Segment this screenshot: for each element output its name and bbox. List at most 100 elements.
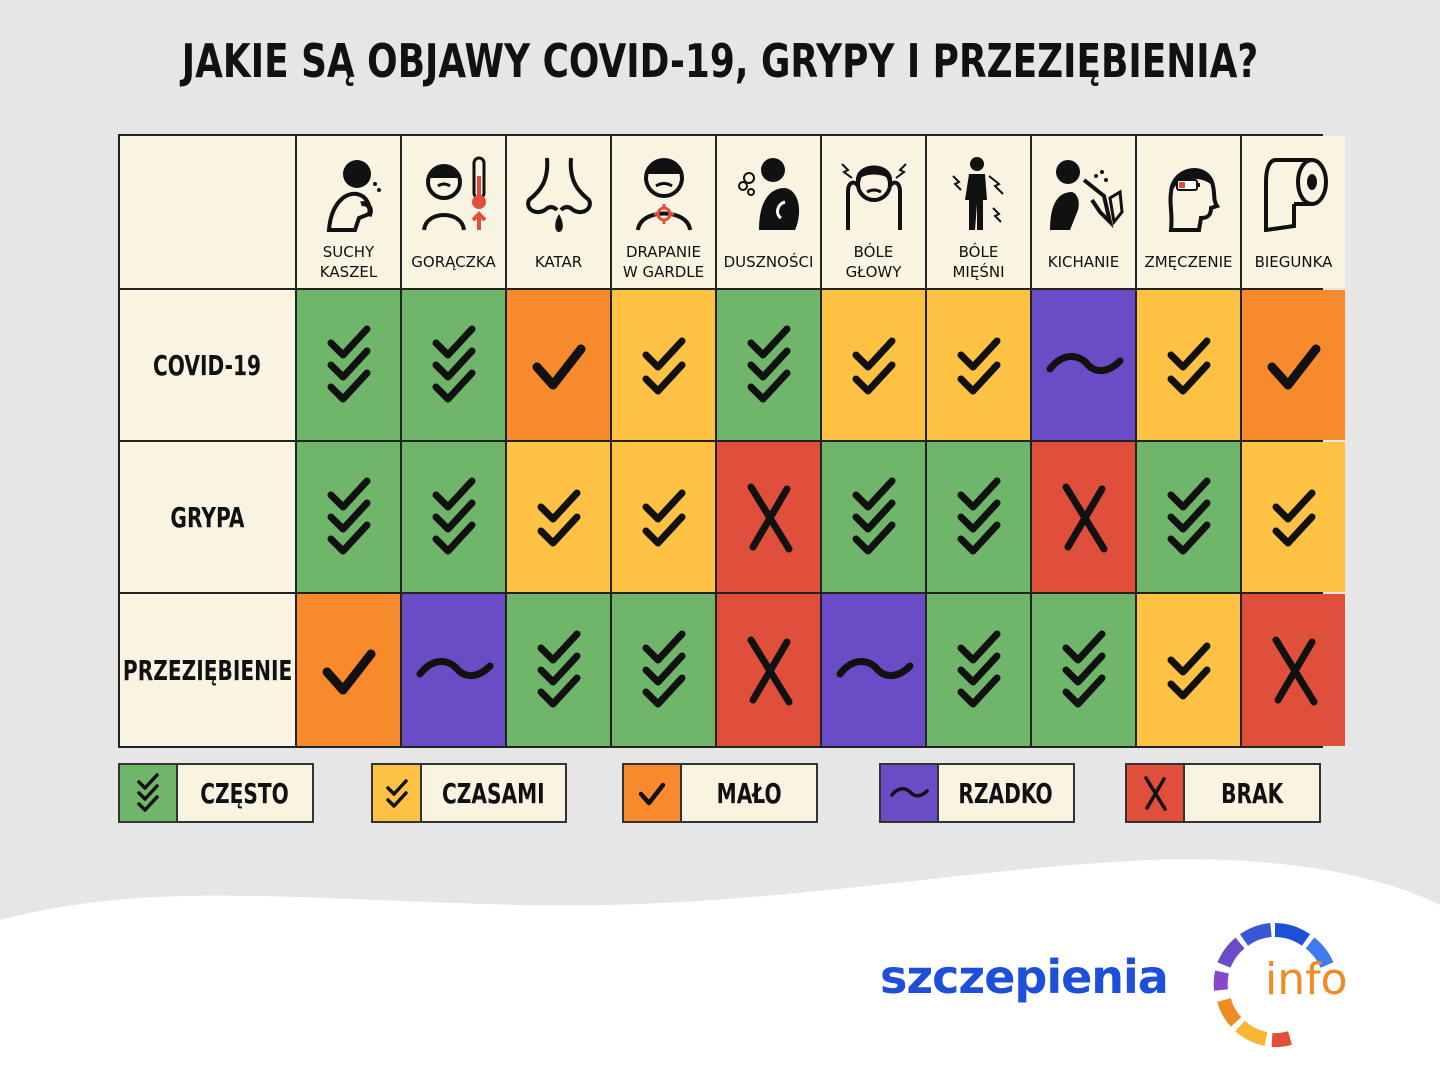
headache-icon: [840, 163, 907, 230]
rating-cell-brak: [1032, 442, 1135, 592]
rating-cell-malo: [507, 290, 610, 440]
fever-thermometer-icon: [421, 156, 486, 231]
tilde-icon: [1046, 353, 1123, 374]
checkmark-icon: [852, 477, 895, 555]
rating-cell-rzadko: [822, 594, 925, 746]
legend-swatch: [881, 765, 939, 821]
rating-cell-czesto: [822, 442, 925, 592]
checkmark-icon: [1167, 642, 1210, 700]
checkmark-icon: [957, 630, 1000, 708]
corner-cell: [120, 136, 295, 288]
row-label: COVID-19: [153, 348, 262, 382]
symptom-header: SUCHY KASZEL: [297, 136, 400, 288]
rating-cell-czesto: [1032, 594, 1135, 746]
rating-cell-czasami: [927, 290, 1030, 440]
page-title: JAKIE SĄ OBJAWY COVID-19, GRYPY I PRZEZI…: [181, 34, 1259, 88]
checkmark-icon: [385, 779, 408, 808]
legend-item-brak: BRAK: [1125, 763, 1321, 823]
checkmark-icon: [537, 489, 580, 547]
symptom-label: BÓLE GŁOWY: [845, 243, 902, 281]
checkmark-icon: [957, 477, 1000, 555]
checkmark-icon: [852, 337, 895, 395]
legend-label: CZĘSTO: [178, 765, 312, 821]
low-battery-head-icon: [1167, 168, 1220, 232]
checkmark-icon: [137, 773, 159, 812]
rating-cell-czasami: [1137, 594, 1240, 746]
checkmark-icon: [327, 477, 370, 555]
checkmark-icon: [747, 325, 790, 403]
tilde-icon: [836, 658, 913, 679]
rating-cell-rzadko: [1032, 290, 1135, 440]
checkmark-icon: [642, 337, 685, 395]
rating-cell-brak: [1242, 594, 1345, 746]
rating-cell-czasami: [612, 442, 715, 592]
legend-label-text: MAŁO: [716, 776, 782, 810]
symptom-header: BÓLE MIĘŚNI: [927, 136, 1030, 288]
legend-label-text: CZASAMI: [442, 776, 546, 810]
rating-cell-czesto: [507, 594, 610, 746]
cross-icon: [1062, 483, 1107, 553]
cross-icon: [747, 483, 792, 553]
checkmark-icon: [537, 630, 580, 708]
symptom-label: KICHANIE: [1047, 253, 1120, 271]
rating-cell-czesto: [297, 290, 400, 440]
tilde-icon: [890, 787, 929, 798]
rating-cell-czasami: [612, 290, 715, 440]
checkmark-icon: [1062, 630, 1105, 708]
legend-swatch: [624, 765, 682, 821]
legend-label: BRAK: [1185, 765, 1319, 821]
legend-label-text: RZADKO: [958, 776, 1054, 810]
symptom-label: ZMĘCZENIE: [1144, 253, 1233, 271]
symptom-header: KATAR: [507, 136, 610, 288]
symptom-label: BIEGUNKA: [1254, 253, 1333, 271]
legend: CZĘSTO CZASAMI MAŁO RZADKO BRAK: [0, 763, 1440, 827]
rating-cell-malo: [297, 594, 400, 746]
checkmark-icon: [642, 630, 685, 708]
rating-cell-czesto: [612, 594, 715, 746]
symptom-label: BÓLE MIĘŚNI: [952, 243, 1005, 281]
checkmark-icon: [432, 477, 475, 555]
checkmark-icon: [1267, 344, 1320, 390]
rating-cell-rzadko: [402, 594, 505, 746]
rating-cell-czasami: [822, 290, 925, 440]
symptom-header: DRAPANIE W GARDLE: [612, 136, 715, 288]
cross-icon: [1272, 636, 1317, 706]
rating-cell-czesto: [717, 290, 820, 440]
checkmark-icon: [1272, 489, 1315, 547]
row-label: PRZEZIĘBIENIE: [122, 653, 293, 687]
rating-cell-czesto: [402, 442, 505, 592]
legend-label: CZASAMI: [422, 765, 565, 821]
legend-swatch: [1127, 765, 1185, 821]
legend-item-czesto: CZĘSTO: [118, 763, 314, 823]
symptom-header: KICHANIE: [1032, 136, 1135, 288]
logo: szczepienia info: [880, 920, 1380, 1060]
row-label: GRYPA: [170, 500, 245, 534]
rating-cell-malo: [1242, 290, 1345, 440]
checkmark-icon: [638, 782, 666, 806]
symptom-label: GORĄCZKA: [411, 253, 496, 271]
symptom-label: DUSZNOŚCI: [723, 253, 814, 271]
rating-cell-czesto: [927, 594, 1030, 746]
symptom-label: DRAPANIE W GARDLE: [622, 243, 705, 281]
symptom-header: ZMĘCZENIE: [1137, 136, 1240, 288]
legend-label-text: BRAK: [1220, 776, 1284, 810]
symptom-label: KATAR: [534, 253, 583, 271]
legend-item-czasami: CZASAMI: [371, 763, 567, 823]
rating-cell-czesto: [927, 442, 1030, 592]
checkmark-icon: [327, 325, 370, 403]
checkmark-icon: [532, 344, 585, 390]
symptom-header: DUSZNOŚCI: [717, 136, 820, 288]
rating-cell-czasami: [1137, 290, 1240, 440]
logo-suffix-text: info: [1265, 954, 1348, 1005]
symptom-header: BÓLE GŁOWY: [822, 136, 925, 288]
checkmark-icon: [1167, 477, 1210, 555]
rating-cell-czasami: [1242, 442, 1345, 592]
sneezing-icon: [1049, 160, 1124, 230]
rating-cell-czesto: [1137, 442, 1240, 592]
legend-label-text: CZĘSTO: [200, 776, 290, 810]
row-header: COVID-19: [120, 290, 295, 440]
rating-cell-czesto: [297, 442, 400, 592]
symptom-label: SUCHY KASZEL: [319, 243, 378, 281]
rating-cell-brak: [717, 442, 820, 592]
symptom-header: GORĄCZKA: [402, 136, 505, 288]
